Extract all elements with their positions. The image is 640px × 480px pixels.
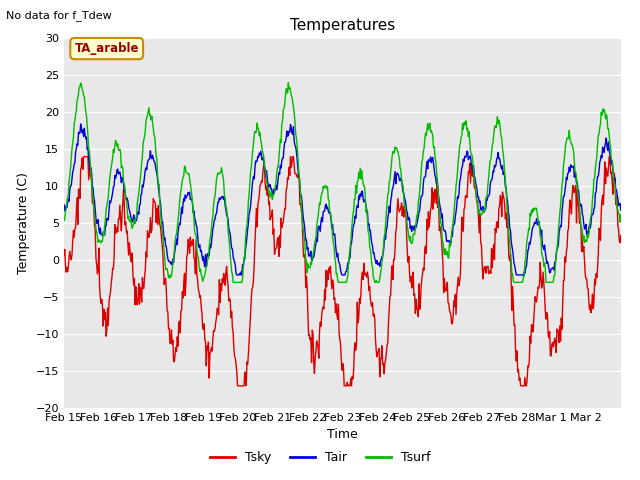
Tair <box>401 197 409 203</box>
Tair <box>617 207 625 213</box>
Tsurf <box>125 218 133 224</box>
Text: TA_arable: TA_arable <box>74 42 139 55</box>
Legend: Tsky, Tair, Tsurf: Tsky, Tair, Tsurf <box>205 446 435 469</box>
Tsky <box>617 233 625 239</box>
Tsky <box>80 154 88 159</box>
Tsurf <box>277 140 285 145</box>
Tair <box>233 272 241 278</box>
Tsurf <box>617 212 625 218</box>
Tsurf <box>433 166 440 172</box>
Tsky <box>401 209 409 215</box>
Tsurf <box>229 279 237 285</box>
Tsurf <box>284 80 292 85</box>
Tair <box>257 148 264 154</box>
Tair <box>77 121 84 127</box>
Text: No data for f_Tdew: No data for f_Tdew <box>6 10 112 21</box>
Line: Tair: Tair <box>64 124 621 275</box>
Tsky <box>257 181 264 187</box>
Tsurf <box>256 130 264 135</box>
Tair <box>228 246 236 252</box>
Tair <box>126 210 134 216</box>
Tsky <box>126 248 134 254</box>
Tair <box>60 202 68 207</box>
Tsky <box>60 252 68 258</box>
Tsurf <box>60 217 68 223</box>
Tair <box>433 181 440 187</box>
X-axis label: Time: Time <box>327 429 358 442</box>
Line: Tsky: Tsky <box>64 156 621 386</box>
Tsky <box>234 383 241 389</box>
Line: Tsurf: Tsurf <box>64 83 621 282</box>
Title: Temperatures: Temperatures <box>290 18 395 33</box>
Tsky <box>278 225 285 230</box>
Tsky <box>433 201 440 206</box>
Y-axis label: Temperature (C): Temperature (C) <box>17 172 30 274</box>
Tsurf <box>228 269 236 275</box>
Tsky <box>228 325 236 331</box>
Tsurf <box>401 204 409 209</box>
Tair <box>278 158 285 164</box>
